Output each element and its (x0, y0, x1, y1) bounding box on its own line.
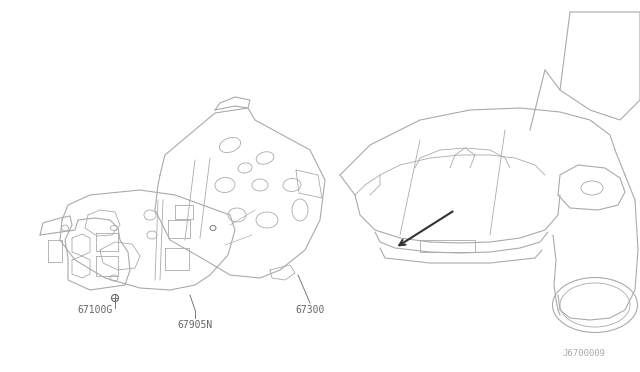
Text: 67100G: 67100G (77, 305, 113, 315)
Text: 67300: 67300 (295, 305, 324, 315)
Text: 67905N: 67905N (177, 320, 212, 330)
Text: J6700009: J6700009 (562, 349, 605, 358)
